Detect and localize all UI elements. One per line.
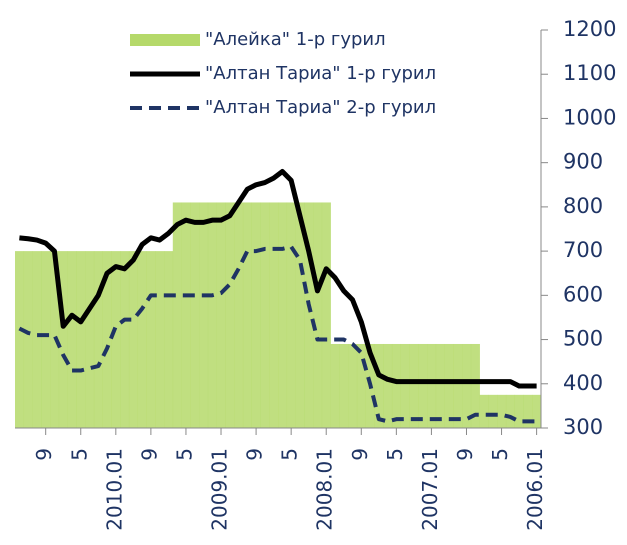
bar (383, 344, 392, 428)
x-tick-label: 5 (488, 448, 512, 461)
bar (488, 395, 497, 428)
y-tick-label: 1100 (563, 61, 616, 85)
x-tick-label: 2007.01 (418, 448, 442, 531)
bar (129, 251, 138, 428)
bar (260, 202, 269, 428)
bar (225, 202, 234, 428)
bar (68, 251, 77, 428)
bar (243, 202, 252, 428)
legend-label: "Алейка" 1-р гурил (205, 29, 386, 50)
x-tick-label: 9 (348, 448, 372, 461)
bar (445, 344, 454, 428)
bar (357, 344, 366, 428)
x-tick-label: 5 (383, 448, 407, 461)
x-tick-label: 2006.01 (523, 448, 547, 531)
x-tick-label: 9 (453, 448, 477, 461)
bar (24, 251, 33, 428)
bar (348, 344, 357, 428)
bar (111, 251, 120, 428)
y-tick-label: 300 (563, 415, 603, 439)
x-tick-label: 2009.01 (208, 448, 232, 531)
x-tick-label: 2010.01 (102, 448, 126, 531)
bar (339, 344, 348, 428)
bar (278, 202, 287, 428)
y-tick-label: 600 (563, 282, 603, 306)
bar (208, 202, 217, 428)
bar (453, 344, 462, 428)
y-tick-label: 500 (563, 327, 603, 351)
bar (199, 202, 208, 428)
x-tick-label: 5 (172, 448, 196, 461)
bar (147, 251, 156, 428)
x-tick-label: 5 (67, 448, 91, 461)
bar (120, 251, 129, 428)
x-tick-label: 9 (137, 448, 161, 461)
bar (436, 344, 445, 428)
bar (480, 395, 489, 428)
bar (269, 202, 278, 428)
bar (331, 344, 340, 428)
bar (76, 251, 85, 428)
legend-label: "Алтан Тариа" 1-р гурил (205, 63, 436, 84)
x-tick-label: 9 (243, 448, 267, 461)
legend-label: "Алтан Тариа" 2-р гурил (205, 97, 436, 118)
x-tick-label: 2008.01 (313, 448, 337, 531)
y-tick-label: 900 (563, 150, 603, 174)
bar (94, 251, 103, 428)
bar (515, 395, 524, 428)
bar (322, 202, 331, 428)
bar (15, 251, 24, 428)
bar (418, 344, 427, 428)
y-tick-label: 800 (563, 194, 603, 218)
bar (217, 202, 226, 428)
bar (497, 395, 506, 428)
y-tick-label: 700 (563, 238, 603, 262)
bar (287, 202, 296, 428)
bar (392, 344, 401, 428)
bar (33, 251, 42, 428)
y-tick-label: 400 (563, 371, 603, 395)
bar (234, 202, 243, 428)
bar (427, 344, 436, 428)
bar (138, 251, 147, 428)
bar (41, 251, 50, 428)
x-tick-label: 5 (278, 448, 302, 461)
legend-swatch (130, 34, 200, 46)
bar (182, 202, 191, 428)
bar (410, 344, 419, 428)
bar (506, 395, 515, 428)
y-tick-label: 1200 (563, 17, 616, 41)
bar (59, 251, 68, 428)
x-tick-label: 9 (32, 448, 56, 461)
bar (252, 202, 261, 428)
bar (85, 251, 94, 428)
bar (313, 202, 322, 428)
bar (155, 251, 164, 428)
bar (164, 251, 173, 428)
bar (190, 202, 199, 428)
chart: 300400500600700800900100011001200952010.… (0, 0, 627, 541)
bar (173, 202, 182, 428)
y-tick-label: 1000 (563, 105, 616, 129)
bar (401, 344, 410, 428)
